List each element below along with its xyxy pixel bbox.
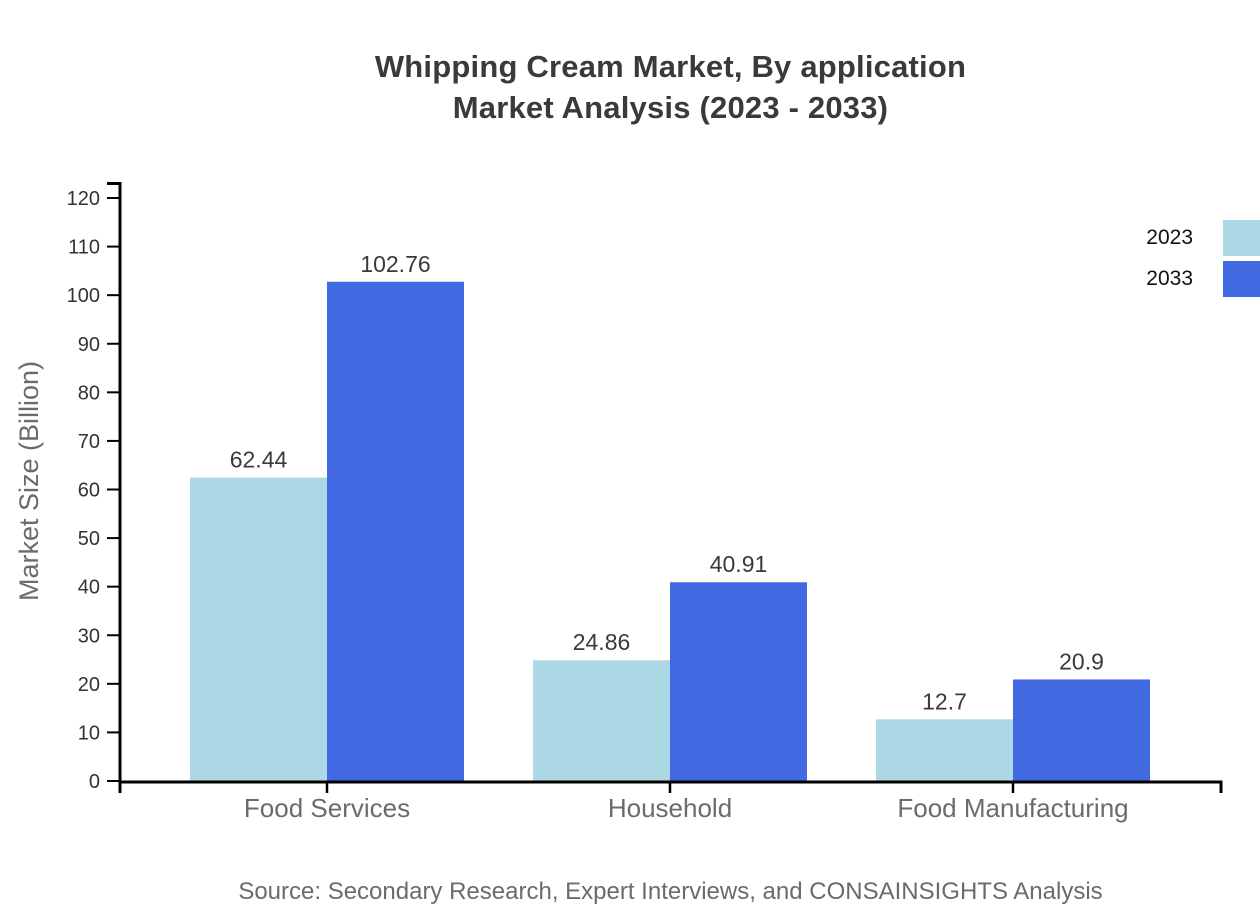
bar-2033-household	[670, 582, 807, 782]
bar-value-label-2033-household: 40.91	[710, 551, 768, 577]
legend-item-2033: 2033	[1146, 261, 1260, 297]
y-axis-tick-label: 40	[78, 577, 100, 599]
y-axis-tick-label: 100	[67, 285, 100, 307]
bar-2023-food-manufacturing	[876, 719, 1013, 782]
y-axis-tick-label: 30	[78, 625, 100, 647]
legend-label-2033: 2033	[1146, 267, 1193, 290]
legend-item-2023: 2023	[1146, 220, 1260, 256]
y-axis-tick-label: 0	[89, 771, 100, 793]
legend: 2023 2033	[1146, 220, 1260, 297]
bar-value-label-2023-food-services: 62.44	[230, 447, 288, 473]
bar-value-label-2033-food-manufacturing: 20.9	[1059, 648, 1104, 674]
y-axis-tick-label: 80	[78, 382, 100, 404]
bar-2023-household	[533, 660, 670, 782]
bar-2033-food-manufacturing	[1013, 679, 1150, 782]
x-axis-category-label-food-manufacturing: Food Manufacturing	[897, 793, 1128, 823]
bar-value-label-2023-food-manufacturing: 12.7	[922, 688, 967, 714]
chart-title-line2: Market Analysis (2023 - 2033)	[452, 90, 889, 125]
x-axis-category-label-food-services: Food Services	[244, 793, 410, 823]
y-axis-tick-label: 50	[78, 528, 100, 550]
legend-swatch-2023	[1223, 220, 1260, 256]
legend-swatch-2033	[1223, 261, 1260, 297]
bar-value-label-2033-food-services: 102.76	[360, 251, 430, 277]
chart-title-line1: Whipping Cream Market, By application	[374, 49, 967, 84]
y-axis-tick-label: 10	[78, 722, 100, 744]
bar-2023-food-services	[190, 477, 327, 782]
y-axis-tick-label: 20	[78, 674, 100, 696]
bar-2033-food-services	[327, 281, 464, 782]
bar-value-label-2023-household: 24.86	[573, 629, 631, 655]
y-axis-tick-label: 70	[78, 431, 100, 453]
y-axis-title: Market Size (Billion)	[14, 361, 44, 601]
chart-title: Whipping Cream Market, By application Ma…	[120, 46, 1221, 128]
y-axis-tick-label: 90	[78, 334, 100, 356]
source-note: Source: Secondary Research, Expert Inter…	[238, 878, 1103, 905]
y-axis-tick-label: 120	[67, 188, 100, 210]
y-axis-tick-label: 110	[68, 237, 100, 259]
legend-label-2023: 2023	[1146, 226, 1193, 249]
x-axis-category-label-household: Household	[608, 793, 732, 823]
y-axis-tick-label: 60	[78, 480, 100, 502]
